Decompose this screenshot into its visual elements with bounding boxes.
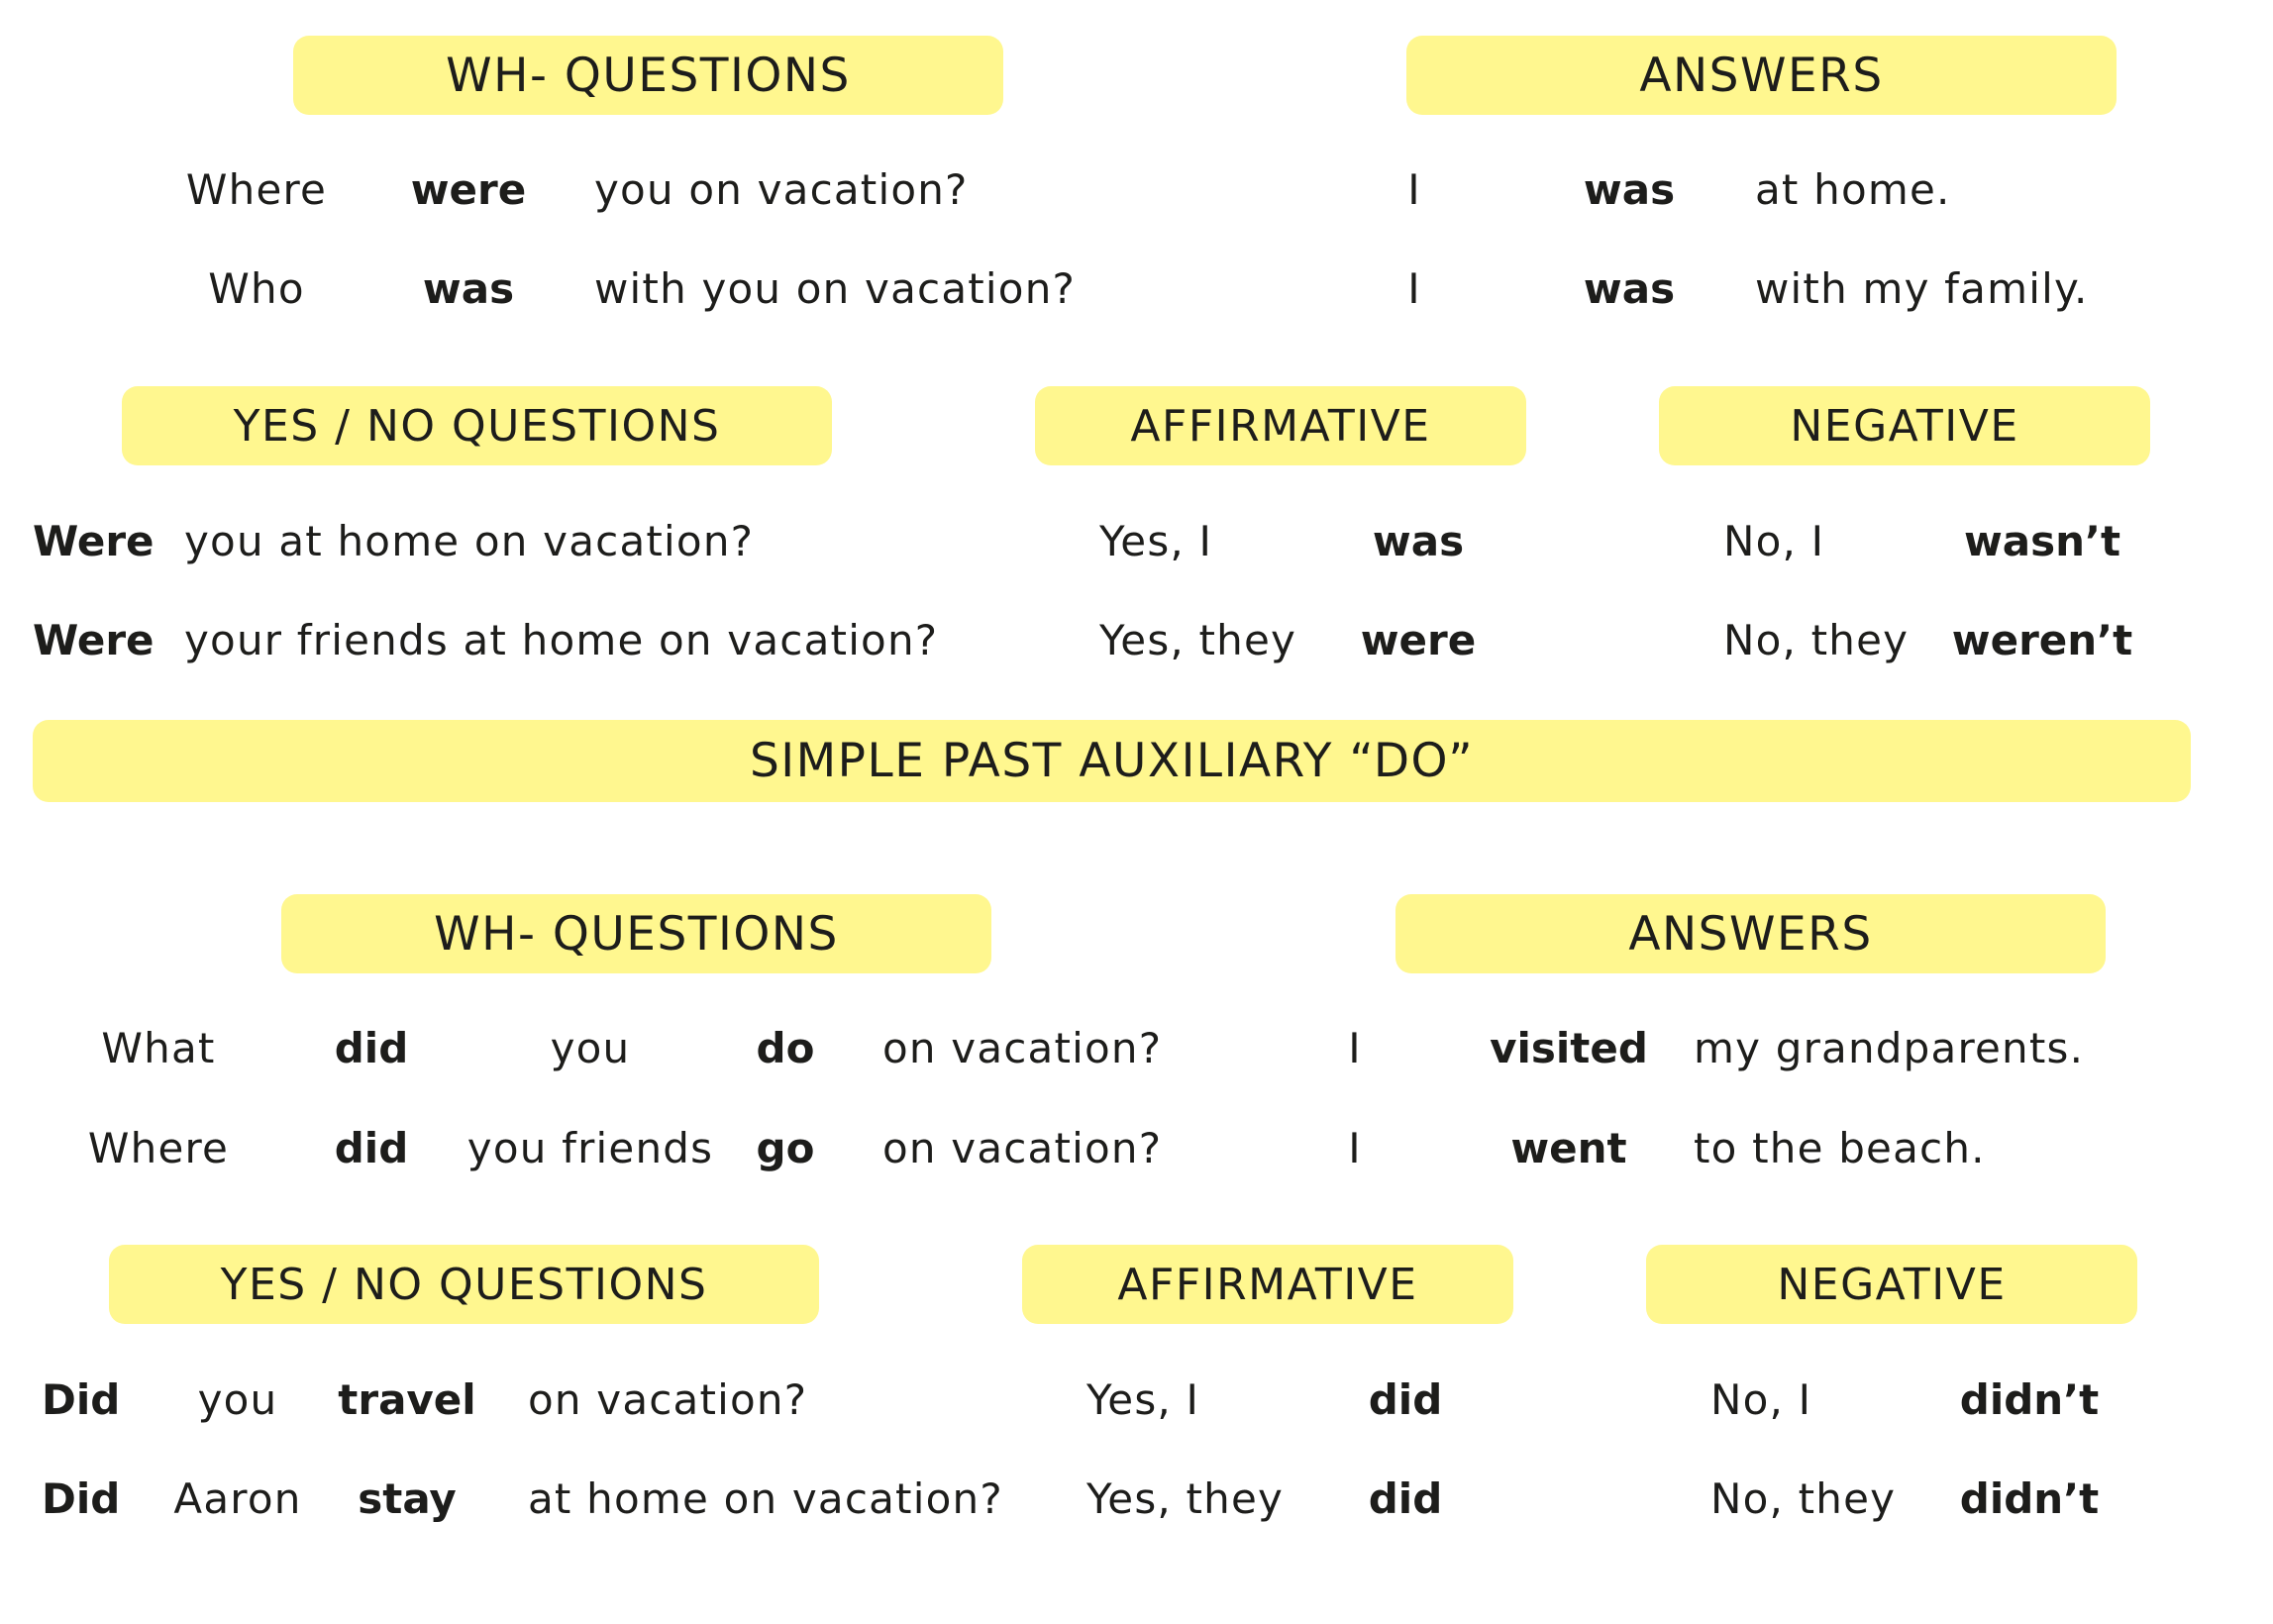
wh-questions-header: WH- QUESTIONS (293, 36, 1003, 115)
answer-verb: went (1510, 1124, 1627, 1172)
question-rest: on vacation? (882, 1024, 1163, 1072)
answer-subject: I (1348, 1024, 1362, 1072)
negative-subject: No, they (1723, 616, 1910, 664)
answer-verb: was (1583, 264, 1676, 313)
negative-verb: weren’t (1951, 616, 2133, 664)
section-title: SIMPLE PAST AUXILIARY “DO” (33, 720, 2191, 802)
affirmative-verb: did (1368, 1375, 1443, 1424)
main-verb: travel (338, 1375, 476, 1424)
auxiliary: Were (33, 616, 155, 664)
affirmative-subject: Yes, I (1086, 1375, 1200, 1424)
main-verb: stay (358, 1474, 457, 1523)
question-rest: on vacation? (528, 1375, 808, 1424)
auxiliary: Did (42, 1375, 121, 1424)
subject: Aaron (173, 1474, 302, 1523)
affirmative-subject: Yes, I (1099, 517, 1213, 565)
answer-subject: I (1407, 165, 1421, 214)
answer-rest: with my family. (1755, 264, 2089, 313)
affirmative-verb: did (1368, 1474, 1443, 1523)
answers-header: ANSWERS (1395, 894, 2106, 973)
question-rest: your friends at home on vacation? (184, 616, 939, 664)
question-rest: at home on vacation? (528, 1474, 1003, 1523)
main-verb: do (756, 1024, 815, 1072)
affirmative-verb: was (1372, 517, 1465, 565)
negative-verb: didn’t (1959, 1474, 2100, 1523)
answer-verb: was (1583, 165, 1676, 214)
wh-questions-header: WH- QUESTIONS (281, 894, 991, 973)
question-rest: you at home on vacation? (184, 517, 755, 565)
answer-rest: my grandparents. (1694, 1024, 2085, 1072)
negative-header: NEGATIVE (1659, 386, 2150, 465)
negative-verb: didn’t (1959, 1375, 2100, 1424)
negative-header: NEGATIVE (1646, 1245, 2137, 1324)
affirmative-verb: were (1360, 616, 1477, 664)
affirmative-subject: Yes, they (1086, 1474, 1285, 1523)
negative-verb: wasn’t (1963, 517, 2121, 565)
negative-subject: No, I (1710, 1375, 1812, 1424)
affirmative-header: AFFIRMATIVE (1022, 1245, 1513, 1324)
question-rest: on vacation? (882, 1124, 1163, 1172)
verb: were (410, 165, 527, 214)
subject: you (550, 1024, 631, 1072)
negative-subject: No, I (1723, 517, 1825, 565)
question-rest: with you on vacation? (594, 264, 1077, 313)
answer-rest: at home. (1755, 165, 1951, 214)
auxiliary: Were (33, 517, 155, 565)
wh-word: Where (185, 165, 328, 214)
answer-subject: I (1407, 264, 1421, 313)
answer-subject: I (1348, 1124, 1362, 1172)
answer-verb: visited (1490, 1024, 1648, 1072)
affirmative-header: AFFIRMATIVE (1035, 386, 1526, 465)
wh-word: Who (208, 264, 305, 313)
auxiliary: Did (42, 1474, 121, 1523)
auxiliary: did (334, 1124, 409, 1172)
auxiliary: did (334, 1024, 409, 1072)
wh-word: What (101, 1024, 216, 1072)
subject: you friends (466, 1124, 714, 1172)
verb: was (422, 264, 515, 313)
yes-no-questions-header: YES / NO QUESTIONS (109, 1245, 819, 1324)
main-verb: go (756, 1124, 815, 1172)
answer-rest: to the beach. (1694, 1124, 1986, 1172)
answers-header: ANSWERS (1406, 36, 2117, 115)
wh-word: Where (87, 1124, 230, 1172)
yes-no-questions-header: YES / NO QUESTIONS (122, 386, 832, 465)
affirmative-subject: Yes, they (1099, 616, 1297, 664)
negative-subject: No, they (1710, 1474, 1897, 1523)
question-rest: you on vacation? (594, 165, 969, 214)
subject: you (197, 1375, 278, 1424)
